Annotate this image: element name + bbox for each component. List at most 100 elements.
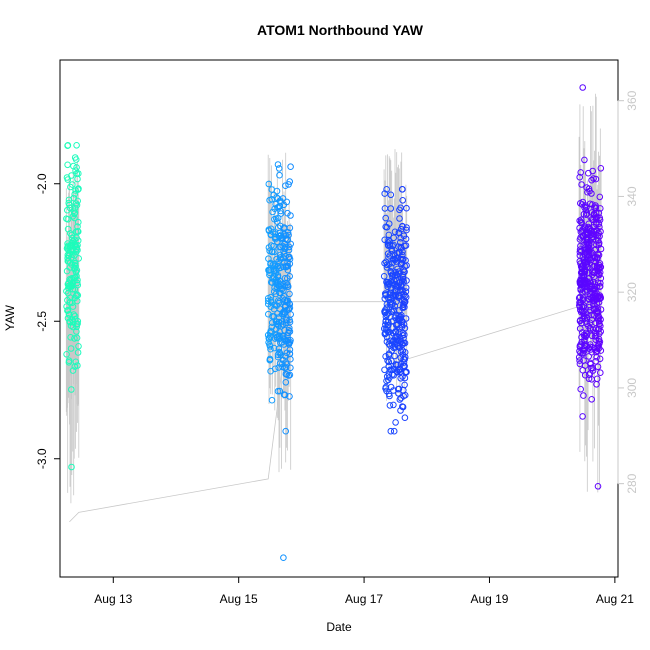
data-point — [68, 172, 75, 179]
data-point — [64, 206, 71, 214]
x-axis: Aug 13 Aug 15 Aug 17 Aug 19 Aug 21 — [94, 576, 634, 606]
data-point — [403, 224, 410, 231]
data-point — [68, 231, 76, 239]
data-point — [579, 329, 586, 336]
data-point — [66, 201, 73, 209]
data-point — [394, 337, 402, 344]
data-point — [583, 260, 591, 268]
y2-tick-label: 320 — [625, 282, 639, 302]
data-point — [265, 335, 273, 343]
data-point — [597, 165, 605, 172]
data-point — [400, 297, 408, 304]
data-point — [273, 284, 281, 291]
data-point — [71, 214, 78, 222]
data-point — [580, 261, 587, 269]
data-point — [64, 289, 72, 297]
data-point — [585, 247, 592, 255]
data-point — [596, 193, 604, 201]
data-point — [73, 334, 81, 342]
data-point — [588, 190, 595, 197]
data-point — [285, 254, 293, 261]
data-point — [282, 427, 290, 435]
data-point — [588, 176, 595, 184]
data-point — [280, 201, 288, 209]
y2-tick-label: 280 — [625, 473, 639, 493]
data-point — [394, 265, 401, 273]
data-point — [75, 218, 82, 226]
data-point — [396, 206, 403, 214]
data-point — [385, 358, 393, 366]
data-point — [578, 263, 586, 271]
data-point — [393, 322, 400, 329]
data-point — [578, 281, 585, 289]
data-point — [582, 329, 590, 337]
data-point — [272, 290, 280, 298]
data-point — [579, 84, 587, 91]
data-point — [284, 209, 291, 217]
data-point — [265, 244, 273, 251]
data-point — [284, 236, 291, 243]
data-point — [592, 246, 600, 253]
data-point — [393, 333, 401, 340]
data-point — [72, 200, 80, 207]
data-point — [594, 254, 601, 261]
data-point — [593, 296, 600, 303]
data-point — [265, 310, 272, 318]
data-point — [582, 211, 590, 218]
data-point — [594, 483, 602, 490]
data-point — [274, 161, 282, 168]
data-point — [285, 305, 293, 313]
data-point — [393, 277, 401, 285]
data-point — [591, 204, 598, 211]
data-point — [74, 228, 82, 235]
data-point — [396, 215, 403, 222]
data-point — [590, 305, 598, 313]
data-point — [381, 190, 389, 197]
data-point — [277, 254, 284, 261]
data-point — [594, 363, 602, 371]
data-point — [264, 331, 272, 339]
data-point — [266, 269, 273, 277]
data-point — [381, 295, 389, 302]
data-point — [388, 247, 396, 255]
data-point — [401, 414, 409, 422]
data-point — [66, 318, 74, 326]
y2-tick-label: 360 — [625, 90, 639, 110]
data-point — [588, 376, 596, 383]
data-point — [579, 413, 586, 420]
data-point — [591, 269, 599, 276]
data-point — [580, 232, 587, 240]
data-point — [276, 202, 284, 210]
data-point — [273, 280, 281, 287]
data-point — [281, 283, 289, 290]
data-point — [64, 142, 71, 149]
data-point — [402, 293, 410, 301]
data-point — [582, 207, 590, 214]
data-point — [583, 184, 591, 191]
data-point — [286, 346, 294, 354]
data-point — [274, 195, 282, 202]
data-point — [596, 282, 604, 290]
data-point — [581, 244, 589, 252]
data-point — [68, 386, 75, 393]
data-point — [276, 333, 283, 340]
data-point — [284, 266, 292, 274]
data-point — [276, 387, 284, 395]
data-point — [402, 242, 410, 249]
data-point — [592, 336, 600, 344]
data-point — [387, 289, 395, 297]
data-point — [386, 402, 394, 409]
data-point — [590, 175, 597, 182]
data-point — [283, 262, 291, 270]
data-point — [576, 173, 584, 181]
data-point — [382, 223, 390, 231]
data-point — [584, 288, 591, 295]
data-point — [274, 310, 281, 317]
data-point — [396, 396, 404, 403]
data-point — [266, 356, 274, 364]
data-point — [282, 379, 290, 386]
data-point — [399, 403, 407, 411]
data-point — [269, 208, 276, 216]
data-point — [589, 249, 596, 257]
data-point — [399, 275, 407, 283]
